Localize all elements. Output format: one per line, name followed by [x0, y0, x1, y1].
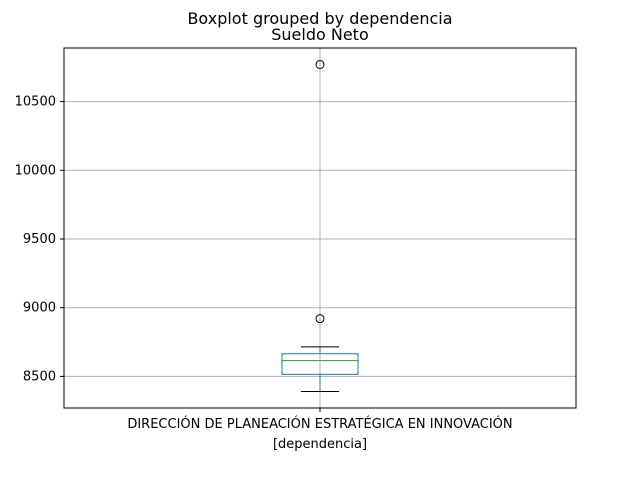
y-tick-label: 10500	[15, 95, 56, 110]
y-tick-label: 8500	[23, 369, 56, 384]
chart-title: Sueldo Neto	[271, 25, 369, 44]
iqr-box	[281, 353, 359, 375]
plot-area-frame	[63, 47, 577, 409]
chart-suptitle: Boxplot grouped by dependencia	[187, 9, 452, 28]
outlier-point	[315, 314, 325, 324]
y-tick-label: 10000	[15, 163, 56, 178]
x-tick-label: DIRECCIÓN DE PLANEACIÓN ESTRATÉGICA EN I…	[127, 416, 512, 432]
outlier-point	[315, 59, 325, 69]
y-axis-ticks: 8500 9000 9500 10000 10500	[15, 95, 64, 384]
x-axis-label: [dependencia]	[273, 437, 367, 452]
y-tick-label: 9000	[23, 301, 56, 316]
box-series	[281, 59, 359, 393]
y-tick-label: 9500	[23, 232, 56, 247]
x-axis-ticks: DIRECCIÓN DE PLANEACIÓN ESTRATÉGICA EN I…	[127, 408, 513, 432]
